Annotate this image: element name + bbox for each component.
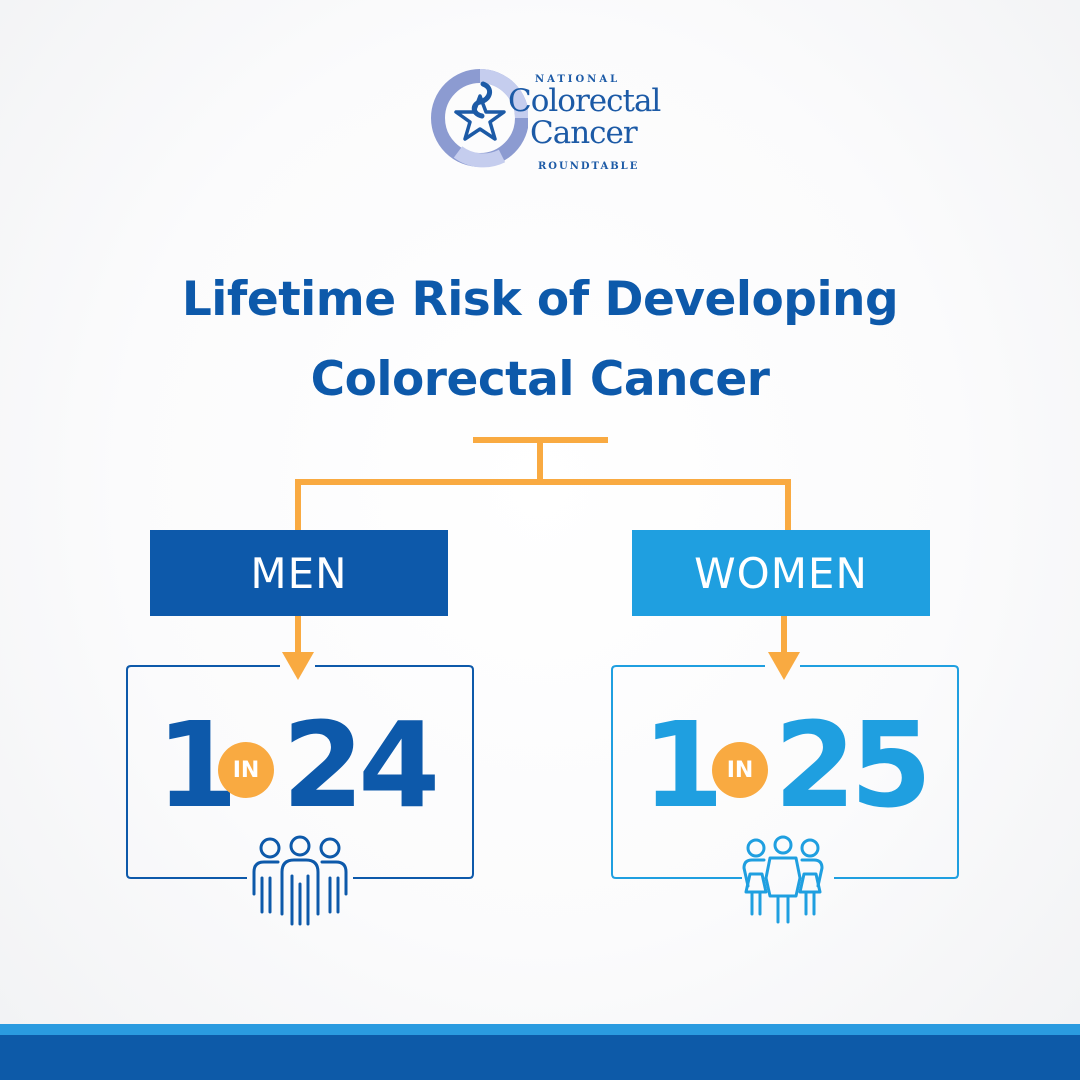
women-arrow-shaft	[781, 616, 787, 656]
women-group-icon	[742, 835, 824, 924]
women-stat-box	[611, 665, 959, 879]
men-in-badge: IN	[218, 742, 274, 798]
men-group-icon	[252, 835, 348, 926]
page-title-line1: Lifetime Risk of Developing	[181, 272, 899, 327]
men-arrow-shaft	[295, 616, 301, 656]
logo-cancer-text: Cancer	[530, 115, 638, 151]
men-label: MEN	[150, 530, 448, 616]
women-arrow-head-icon	[768, 652, 800, 680]
men-stat-box	[126, 665, 474, 879]
women-denominator: 25	[774, 696, 932, 834]
logo-roundtable-text: ROUNDTABLE	[538, 161, 640, 172]
connector-right-drop	[785, 479, 791, 531]
men-denominator: 24	[282, 696, 440, 834]
women-label: WOMEN	[632, 530, 930, 616]
page-title-line2: Colorectal Cancer	[310, 352, 770, 407]
women-in-badge: IN	[712, 742, 768, 798]
women-numerator: 1	[642, 696, 724, 834]
connector-horizontal	[295, 479, 791, 485]
logo-ring-icon	[431, 69, 528, 168]
logo-colorectal-text: Colorectal	[508, 83, 661, 119]
footer-stripe-dark	[0, 1035, 1080, 1080]
ncrt-logo: NATIONAL Colorectal Cancer ROUNDTABLE	[428, 66, 661, 181]
connector-left-drop	[295, 479, 301, 531]
footer-stripe-light	[0, 1024, 1080, 1035]
men-arrow-head-icon	[282, 652, 314, 680]
logo-national-text: NATIONAL	[535, 74, 621, 85]
connector-stem	[537, 440, 543, 482]
